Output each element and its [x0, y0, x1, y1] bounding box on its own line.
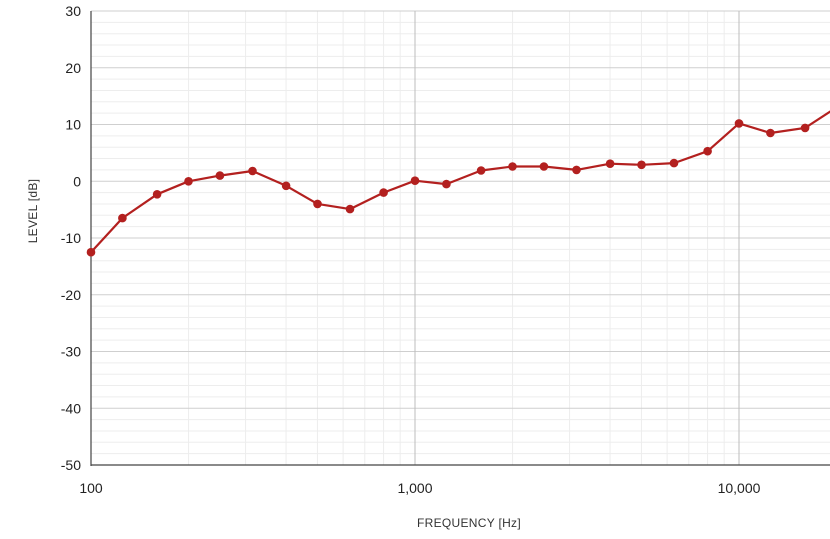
data-point [379, 188, 388, 197]
y-tick-label: -50 [61, 457, 81, 473]
y-tick-label: -20 [61, 287, 81, 303]
series-line [90, 110, 830, 253]
y-tick-label: 0 [73, 173, 81, 189]
data-point [184, 177, 193, 186]
data-point [572, 165, 581, 175]
data-point [508, 162, 517, 171]
data-point [703, 146, 712, 156]
data-point [800, 123, 810, 133]
x-tick-label: 1,000 [397, 480, 432, 496]
data-point [539, 162, 549, 171]
y-tick-label: -10 [61, 230, 81, 246]
x-tick-labels: 100 1,000 10,000 [79, 480, 760, 496]
y-tick-label: -30 [61, 344, 81, 360]
x-tick-label: 100 [79, 480, 103, 496]
axes [90, 11, 830, 466]
data-point [118, 213, 127, 223]
data-point [669, 158, 679, 168]
x-axis-title: FREQUENCY [Hz] [417, 516, 521, 530]
y-tick-labels: 30 20 10 0 -10 -20 -30 -40 -50 [61, 3, 81, 473]
series-group [86, 110, 830, 257]
data-point [281, 181, 291, 191]
data-point [248, 166, 257, 176]
data-point [766, 128, 775, 138]
data-point [215, 171, 225, 180]
data-point [313, 199, 322, 209]
data-point [476, 166, 486, 175]
y-tick-label: 30 [65, 3, 81, 19]
data-point [410, 176, 420, 185]
y-tick-label: 20 [65, 60, 81, 76]
data-point [86, 247, 96, 257]
data-point [345, 204, 355, 214]
data-point [605, 159, 615, 168]
data-point [637, 160, 646, 170]
y-tick-label: 10 [65, 117, 81, 133]
y-tick-label: -40 [61, 400, 81, 416]
data-point [442, 179, 451, 189]
data-point [734, 119, 744, 128]
y-axis-title: LEVEL [dB] [26, 179, 40, 244]
x-tick-label: 10,000 [718, 480, 761, 496]
data-point [152, 190, 162, 199]
